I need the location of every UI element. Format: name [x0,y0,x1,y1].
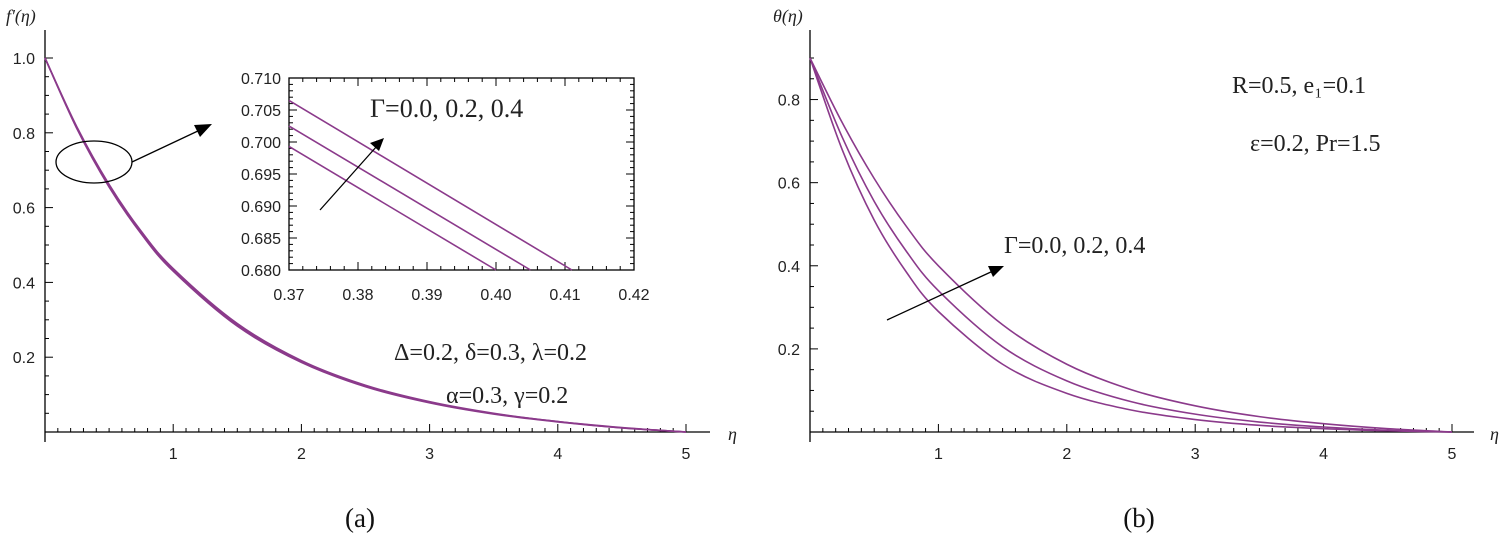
panel-b-chart: 1 2 3 4 5 0.2 0.4 0.6 0.8 [778,30,1474,463]
panel-b-annotation-1: R=0.5, e₁=0.1 [1232,73,1366,99]
panel-a-x-tick-label: 2 [297,446,306,463]
panel-b-y-tick-label: 0.6 [778,176,800,193]
panel-b-series-2-line [809,57,1453,433]
panel-b-x-tick-label: 3 [1191,446,1200,463]
inset-x-tick-label: 0.39 [411,287,442,304]
panel-a-y-tick-label: 0.6 [13,201,35,218]
panel-b-series-1-line [809,57,1453,433]
panel-b-x-tick-label: 1 [934,446,943,463]
inset-series-2-line [288,99,573,271]
inset-direction-arrowhead [370,138,384,151]
inset-y-tick-label: 0.705 [241,103,281,120]
caption-a: (a) [345,503,375,533]
panel-a-xlabel: η [728,424,737,444]
panel-a-series-2-line [44,57,687,433]
panel-a-x-tick-label: 3 [425,446,434,463]
panel-a-ylabel: f'(η) [6,6,36,27]
inset-frame [288,77,635,271]
panel-a-x-tick-label: 5 [682,446,691,463]
panel-b-direction-arrow-line [886,270,994,321]
panel-a-x-tick-label: 4 [553,446,562,463]
panel-b-series-0-line [809,57,1453,433]
inset-series-0-line [288,145,497,271]
inset-x-tick-label: 0.42 [618,287,649,304]
inset-y-tick-label: 0.700 [241,135,281,152]
panel-a-y-tick-label: 0.2 [13,350,35,367]
panel-a-chart: 1 2 3 4 5 0.2 0.4 0.6 0.8 1.0 0.37 0.38 0.39 0.40 0.41… [13,30,710,463]
inset-x-tick-label: 0.41 [549,287,580,304]
panel-b-y-tick-label: 0.4 [778,259,800,276]
panel-b-annotation-2: ε=0.2, Pr=1.5 [1250,131,1381,157]
panel-b-x-tick-label: 2 [1062,446,1071,463]
inset-y-tick-label: 0.685 [241,231,281,248]
inset-x-tick-label: 0.37 [273,287,304,304]
panel-a-y-tick-label: 1.0 [13,51,35,68]
caption-b: (b) [1123,503,1154,533]
panel-b-direction-arrowhead [988,266,1004,277]
panel-b-ylabel: θ(η) [773,6,803,27]
panel-a-y-tick-label: 0.4 [13,275,35,292]
inset-series-1-line [288,125,531,271]
inset-annotation: Γ=0.0, 0.2, 0.4 [370,94,523,123]
panel-a-annotation-1: Δ=0.2, δ=0.3, λ=0.2 [394,340,587,366]
inset-y-tick-label: 0.690 [241,199,281,216]
panel-b-annotation-3: Γ=0.0, 0.2, 0.4 [1004,233,1145,259]
panel-b-y-tick-label: 0.8 [778,93,800,110]
inset-y-tick-label: 0.680 [241,263,281,280]
inset-y-tick-label: 0.710 [241,71,281,88]
zoom-arrowhead [194,124,212,137]
zoom-arrow-line [131,129,201,163]
inset-y-tick-label: 0.695 [241,167,281,184]
panel-b-x-tick-label: 4 [1319,446,1328,463]
panel-b-x-tick-label: 5 [1448,446,1457,463]
inset-x-tick-label: 0.38 [342,287,373,304]
panel-b-y-tick-label: 0.2 [778,342,800,359]
inset-direction-arrow-line [319,145,378,211]
panel-a-x-tick-label: 1 [169,446,178,463]
panel-b-xlabel: η [1490,424,1499,444]
panel-a-annotation-2: α=0.3, γ=0.2 [446,383,568,409]
inset-x-tick-label: 0.40 [480,287,511,304]
panel-a-y-tick-label: 0.8 [13,126,35,143]
